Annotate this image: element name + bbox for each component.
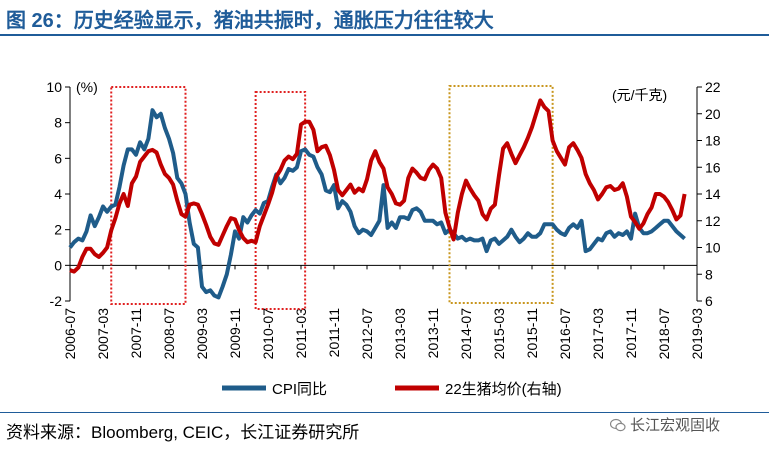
box-2007 bbox=[110, 86, 187, 305]
series-line-pork bbox=[69, 98, 687, 274]
x-tick-label: 2011-11 bbox=[326, 308, 342, 358]
x-tick-label: 2017-11 bbox=[623, 308, 639, 359]
x-axis: 2006-07 2007-03 2007-11 2008-07 2009-03 2009-… bbox=[62, 264, 705, 360]
right-tick-label: 6 bbox=[705, 293, 713, 309]
watermark: 长江宏观固收 bbox=[610, 414, 720, 435]
highlight-boxes bbox=[110, 85, 554, 310]
right-tick-label: 22 bbox=[705, 79, 721, 95]
right-tick-label: 16 bbox=[705, 159, 721, 175]
series-line-cpi bbox=[68, 108, 686, 300]
x-tick-label: 2011-03 bbox=[293, 308, 309, 359]
left-tick-label: -2 bbox=[50, 293, 63, 309]
legend-label-cpi: CPI同比 bbox=[272, 381, 327, 398]
source-divider bbox=[0, 412, 769, 413]
x-tick-label: 2007-11 bbox=[128, 308, 144, 359]
left-tick-label: 10 bbox=[46, 79, 62, 95]
legend-label-pork: 22生猪均价(右轴) bbox=[445, 381, 562, 398]
x-tick-label: 2013-11 bbox=[425, 308, 441, 359]
left-tick-label: 2 bbox=[54, 222, 62, 238]
x-tick-label: 2015-11 bbox=[524, 308, 540, 359]
left-axis: -2 0 2 4 6 8 10 bbox=[46, 79, 71, 309]
x-tick-label: 2018-07 bbox=[656, 308, 672, 360]
right-tick-label: 8 bbox=[705, 266, 713, 282]
right-tick-label: 20 bbox=[705, 106, 721, 122]
x-tick-label: 2016-07 bbox=[557, 308, 573, 360]
title-underline bbox=[0, 34, 769, 36]
right-tick-label: 18 bbox=[705, 133, 721, 149]
x-tick-label: 2015-03 bbox=[491, 308, 507, 360]
right-axis-unit: (元/千克) bbox=[612, 87, 667, 103]
x-tick-label: 2009-03 bbox=[194, 308, 210, 360]
left-tick-label: 6 bbox=[54, 150, 62, 166]
box-2010 bbox=[254, 91, 307, 310]
x-tick-label: 2010-07 bbox=[260, 308, 276, 360]
x-tick-label: 2008-07 bbox=[161, 308, 177, 360]
legend: CPI同比 22生猪均价(右轴) bbox=[222, 381, 562, 398]
series-lines bbox=[68, 98, 687, 300]
x-tick-label: 2014-07 bbox=[458, 308, 474, 360]
left-tick-label: 8 bbox=[54, 115, 62, 131]
wechat-icon bbox=[610, 418, 626, 432]
x-tick-label: 2006-07 bbox=[62, 308, 78, 360]
x-tick-label: 2019-03 bbox=[689, 308, 705, 360]
source-note: 资料来源：Bloomberg, CEIC，长江证券研究所 bbox=[6, 423, 360, 442]
x-tick-label: 2017-03 bbox=[590, 308, 606, 360]
x-tick-label: 2007-03 bbox=[95, 308, 111, 360]
right-axis: 6 8 10 12 14 16 18 20 22 bbox=[696, 79, 721, 309]
x-tick-label: 2009-11 bbox=[227, 308, 243, 359]
left-tick-label: 0 bbox=[54, 257, 62, 273]
right-tick-label: 10 bbox=[705, 240, 721, 256]
watermark-text: 长江宏观固收 bbox=[630, 417, 721, 434]
x-tick-label: 2013-03 bbox=[392, 308, 408, 360]
right-tick-label: 14 bbox=[705, 186, 721, 202]
left-tick-label: 4 bbox=[54, 186, 62, 202]
left-axis-unit: (%) bbox=[76, 79, 98, 95]
right-tick-label: 12 bbox=[705, 213, 721, 229]
line-chart: -2 0 2 4 6 8 10 6 8 10 12 14 16 18 20 22 2006-07 2007-0… bbox=[46, 79, 721, 398]
chart-title: 图 26：历史经验显示，猪油共振时，通胀压力往往较大 bbox=[6, 10, 494, 32]
box-2014 bbox=[448, 85, 554, 304]
x-tick-label: 2012-07 bbox=[359, 308, 375, 360]
